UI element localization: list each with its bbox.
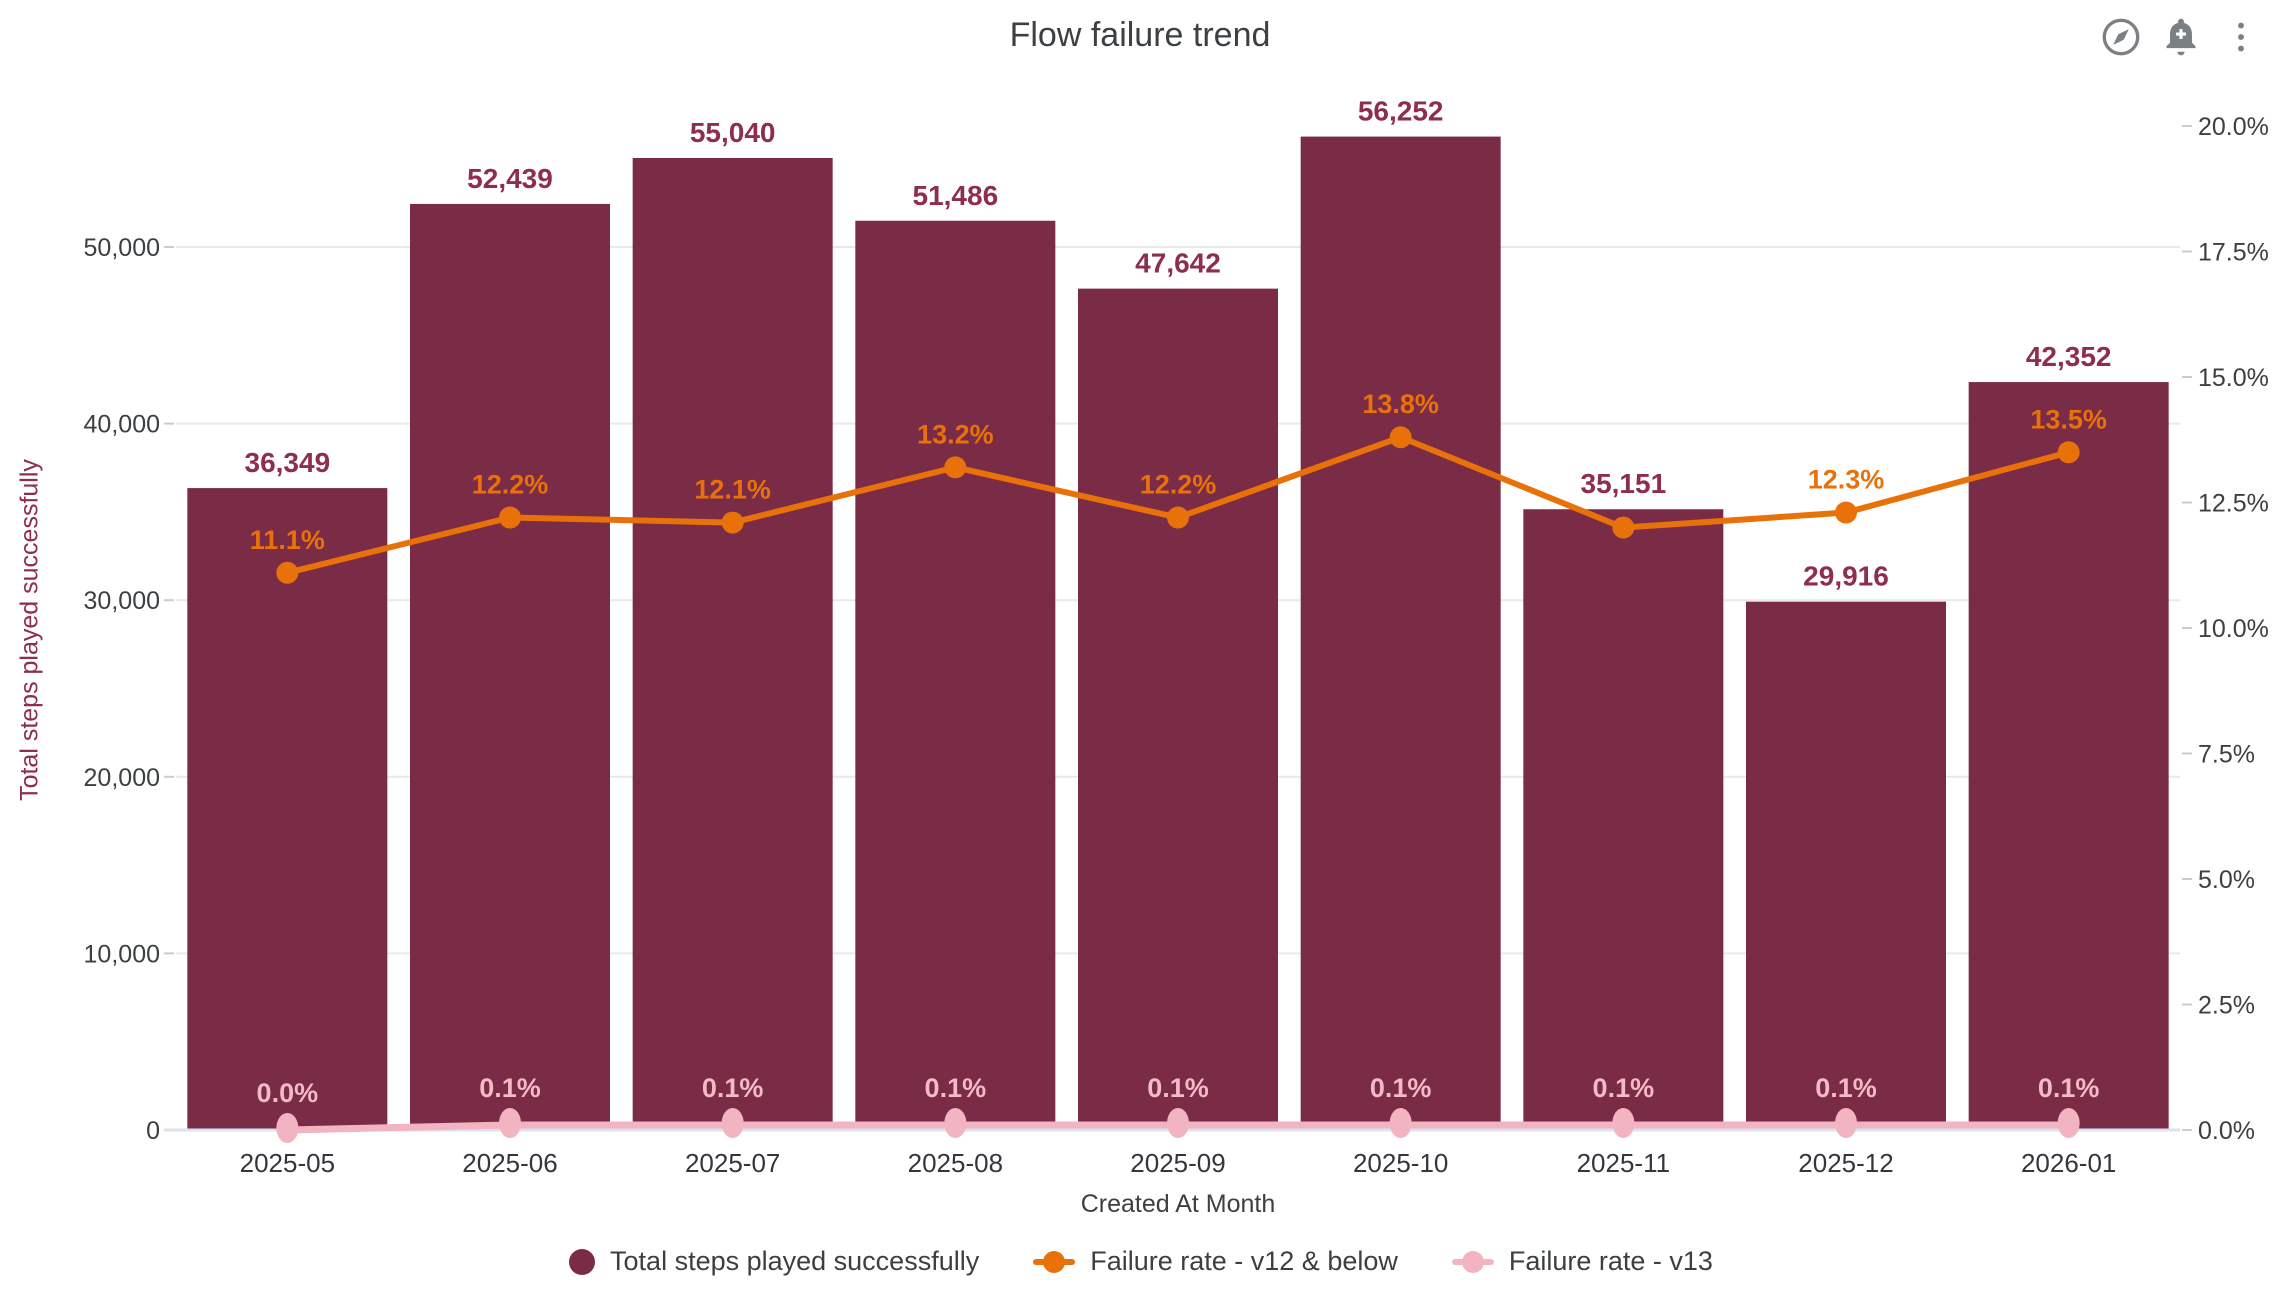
line-point-2025-09[interactable] xyxy=(1167,506,1189,529)
left-axis-tick-label: 20,000 xyxy=(84,764,160,792)
line-value-label: 0.1% xyxy=(1593,1073,1655,1103)
line-point-2025-09[interactable] xyxy=(1167,1107,1189,1138)
bar-value-label: 51,486 xyxy=(913,180,999,211)
line-value-label: 12.3% xyxy=(1808,465,1885,495)
right-axis-tick-label: 5.0% xyxy=(2198,866,2255,894)
left-axis-tick-label: 30,000 xyxy=(84,587,160,615)
line-value-label: 13.5% xyxy=(2030,404,2107,434)
x-axis-title: Created At Month xyxy=(1080,1190,1276,1218)
bar-value-label: 42,352 xyxy=(2026,341,2112,372)
line-point-2025-10[interactable] xyxy=(1389,426,1412,449)
line-point-2025-11[interactable] xyxy=(1612,1107,1635,1138)
explore-compass-icon[interactable] xyxy=(2098,14,2144,60)
x-axis-label-2025-10: 2025-10 xyxy=(1353,1148,1448,1178)
bar-value-label: 29,916 xyxy=(1803,561,1889,592)
line-point-2025-07[interactable] xyxy=(721,1107,744,1138)
bar-2025-06[interactable] xyxy=(410,203,610,1131)
left-axis-tick-label: 50,000 xyxy=(84,234,160,262)
legend-item-failure-rate-v12[interactable]: Failure rate - v12 & below xyxy=(1031,1246,1398,1277)
line-point-2025-08[interactable] xyxy=(944,456,967,479)
x-axis-label-2025-12: 2025-12 xyxy=(1798,1148,1893,1178)
line-point-2025-10[interactable] xyxy=(1389,1107,1412,1138)
line-value-label: 12.2% xyxy=(472,470,549,500)
left-axis-tick-label: 10,000 xyxy=(84,940,160,968)
right-axis-tick-label: 12.5% xyxy=(2198,490,2269,518)
line-value-label: 12.1% xyxy=(694,475,771,505)
line-value-label: 12.2% xyxy=(1140,470,1217,500)
more-options-icon[interactable] xyxy=(2218,14,2264,60)
line-value-label: 13.2% xyxy=(917,419,994,449)
line-point-2025-05[interactable] xyxy=(276,561,299,584)
line-value-label: 13.8% xyxy=(1362,389,1439,419)
line-value-label: 0.1% xyxy=(702,1073,764,1103)
line-point-2025-12[interactable] xyxy=(1835,501,1857,524)
bar-2025-07[interactable] xyxy=(632,157,833,1131)
bar-value-label: 47,642 xyxy=(1135,248,1221,279)
line-value-label: 0.1% xyxy=(1370,1073,1432,1103)
legend-item-total-steps[interactable]: Total steps played successfully xyxy=(567,1246,979,1277)
right-axis-tick-label: 17.5% xyxy=(2198,239,2269,267)
legend-item-failure-rate-v13[interactable]: Failure rate - v13 xyxy=(1450,1246,1713,1277)
right-axis-tick-label: 7.5% xyxy=(2198,741,2255,769)
line-value-label: 0.1% xyxy=(1815,1073,1877,1103)
x-axis-label-2025-09: 2025-09 xyxy=(1130,1148,1225,1178)
line-point-2025-06[interactable] xyxy=(499,506,521,529)
right-axis-tick-label: 15.0% xyxy=(2198,364,2269,392)
bar-2025-05[interactable] xyxy=(187,488,388,1130)
line-point-2025-12[interactable] xyxy=(1835,1107,1857,1138)
line-value-label: 0.1% xyxy=(2038,1073,2100,1103)
x-axis-label-2025-06: 2025-06 xyxy=(462,1148,557,1178)
bar-value-label: 36,349 xyxy=(245,447,331,478)
left-axis-tick-label: 40,000 xyxy=(84,411,160,439)
line-value-label: 11.1% xyxy=(250,525,325,555)
line-point-2025-06[interactable] xyxy=(499,1107,521,1138)
line-point-2025-11[interactable] xyxy=(1612,516,1635,539)
left-axis-tick-label: 0 xyxy=(146,1117,160,1145)
bar-value-label: 52,439 xyxy=(467,163,553,194)
bar-value-label: 55,040 xyxy=(690,117,776,148)
x-axis-label-2025-05: 2025-05 xyxy=(240,1148,335,1178)
bar-2025-09[interactable] xyxy=(1078,288,1278,1130)
bar-2025-10[interactable] xyxy=(1300,136,1501,1131)
line-point-2025-07[interactable] xyxy=(721,511,744,534)
legend-label: Failure rate - v12 & below xyxy=(1090,1246,1398,1276)
chart-toolbar xyxy=(2098,14,2264,60)
legend-marker-line-icon xyxy=(1451,1250,1494,1273)
x-axis-label-2025-07: 2025-07 xyxy=(685,1148,780,1178)
y-axis-title: Total steps played successfully xyxy=(15,459,44,801)
line-value-label: 0.1% xyxy=(1147,1073,1209,1103)
line-point-2026-01[interactable] xyxy=(2057,1107,2080,1138)
x-axis-label-2026-01: 2026-01 xyxy=(2021,1148,2116,1178)
x-axis-label-2025-08: 2025-08 xyxy=(908,1148,1003,1178)
bar-2026-01[interactable] xyxy=(1968,382,2169,1130)
line-point-2025-05[interactable] xyxy=(276,1113,299,1143)
legend: Total steps played successfully Failure … xyxy=(0,1246,2280,1277)
line-value-label: 0.1% xyxy=(925,1073,987,1103)
add-alert-icon[interactable] xyxy=(2158,14,2204,60)
bar-2025-11[interactable] xyxy=(1523,509,1724,1130)
legend-marker-bar-icon xyxy=(569,1248,596,1275)
legend-marker-line-icon xyxy=(1033,1250,1076,1273)
bar-2025-08[interactable] xyxy=(855,220,1056,1131)
right-axis-tick-label: 0.0% xyxy=(2198,1117,2255,1145)
bar-value-label: 35,151 xyxy=(1581,468,1667,499)
chart-title: Flow failure trend xyxy=(1009,16,1271,54)
right-axis-tick-label: 20.0% xyxy=(2198,113,2269,141)
line-value-label: 0.0% xyxy=(257,1078,319,1108)
legend-label: Total steps played successfully xyxy=(610,1246,980,1276)
x-axis-label-2025-11: 2025-11 xyxy=(1577,1148,1671,1178)
legend-label: Failure rate - v13 xyxy=(1508,1246,1713,1276)
line-value-label: 0.1% xyxy=(479,1073,541,1103)
right-axis-tick-label: 2.5% xyxy=(2198,992,2255,1020)
line-point-2026-01[interactable] xyxy=(2057,441,2080,464)
line-point-2025-08[interactable] xyxy=(944,1107,967,1138)
bar-2025-12[interactable] xyxy=(1746,601,1946,1130)
right-axis-tick-label: 10.0% xyxy=(2198,615,2269,643)
bar-value-label: 56,252 xyxy=(1358,96,1444,127)
